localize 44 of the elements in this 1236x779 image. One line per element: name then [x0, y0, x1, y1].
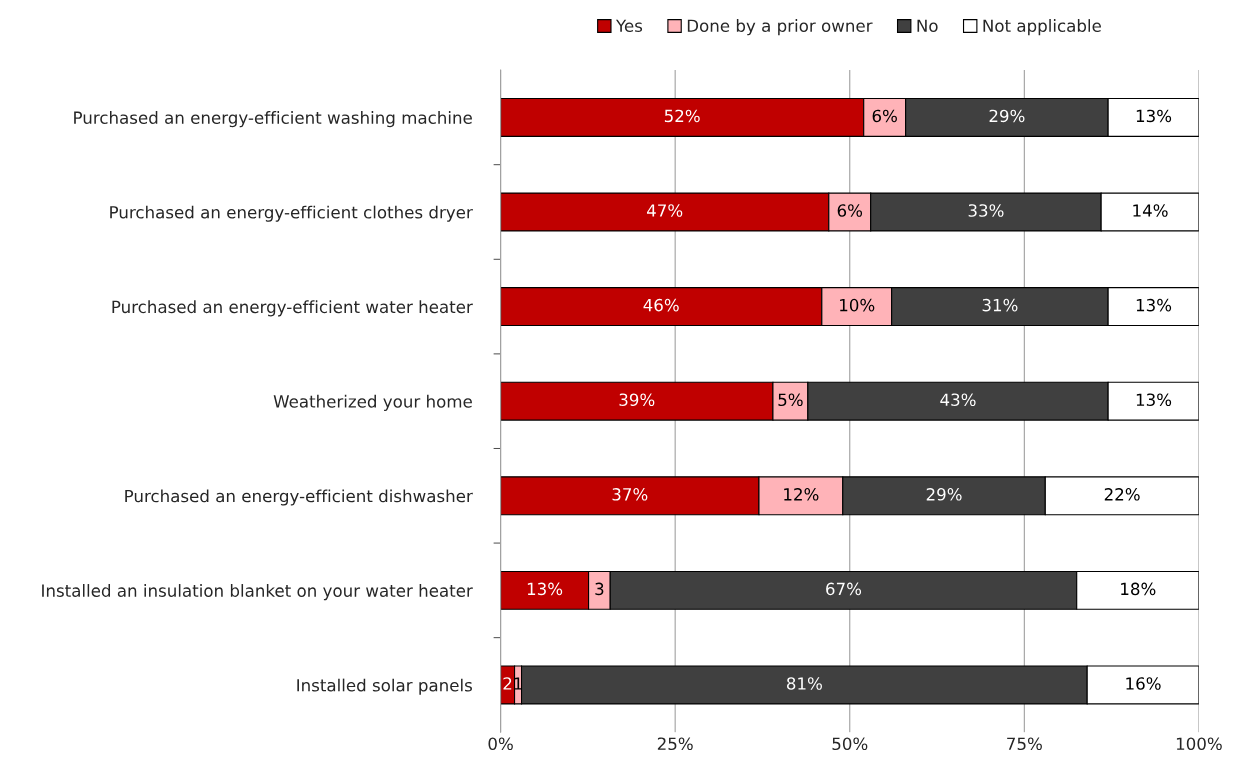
legend-label: Yes	[615, 19, 643, 33]
data-label: 1	[514, 677, 522, 690]
x-tick-label: 25%	[657, 737, 693, 751]
legend-label: Done by a prior owner	[687, 19, 873, 36]
data-label: 5%	[778, 393, 803, 407]
legend-label: No	[917, 19, 938, 33]
data-label: 13%	[1136, 109, 1172, 123]
y-tick-label: Purchased an energy-efficient washing machine	[74, 111, 472, 128]
data-label: 10%	[840, 298, 875, 312]
data-label: 43%	[940, 393, 976, 407]
x-tick-label: 75%	[1007, 737, 1042, 751]
data-label: 46%	[643, 298, 679, 312]
data-label: 47%	[646, 204, 683, 217]
y-tick-label: Installed an insulation blanket on your water heater	[42, 584, 473, 601]
data-label: 29%	[926, 488, 962, 501]
x-tick-label: 100%	[1176, 737, 1222, 751]
data-label: 67%	[826, 582, 862, 596]
data-label: 39%	[619, 393, 655, 407]
data-label: 31%	[982, 298, 1018, 312]
data-label: 13%	[1136, 393, 1172, 407]
x-tick-label: 0%	[488, 737, 513, 751]
legend-label: Not applicable	[983, 19, 1101, 36]
data-label: 52%	[664, 109, 700, 123]
data-label: 22%	[1104, 488, 1140, 501]
data-label: 13%	[527, 582, 563, 596]
data-label: 6%	[872, 109, 897, 123]
data-label: 3	[595, 582, 604, 596]
data-label: 29%	[989, 109, 1025, 123]
y-tick-label: Purchased an energy-efficient clothes dryer	[110, 205, 473, 222]
data-label: 14%	[1133, 204, 1168, 217]
y-tick-label: Installed solar panels	[297, 678, 472, 695]
data-label: 2	[503, 677, 512, 690]
data-label: 81%	[786, 677, 822, 690]
data-label: 18%	[1121, 582, 1156, 596]
data-label: 13%	[1136, 298, 1172, 312]
y-tick-label: Purchased an energy-efficient dishwasher	[125, 489, 473, 506]
data-label: 16%	[1126, 677, 1161, 690]
x-tick-label: 50%	[832, 737, 868, 751]
data-label: 33%	[968, 204, 1004, 217]
y-tick-label: Weatherized your home	[273, 394, 472, 411]
y-tick-label: Purchased an energy-efficient water heater	[112, 300, 473, 317]
data-label: 37%	[612, 488, 648, 501]
data-label: 12%	[784, 488, 819, 501]
data-label: 6%	[837, 204, 863, 217]
